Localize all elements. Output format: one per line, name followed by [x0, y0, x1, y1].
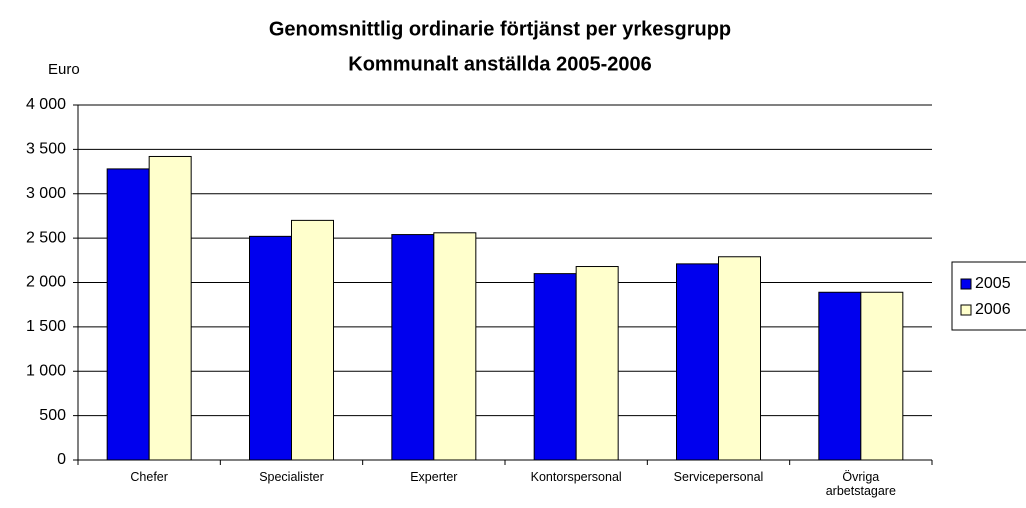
- bar: [433, 232, 477, 461]
- legend-label: 2006: [975, 301, 1011, 318]
- x-tick-label: Specialister: [259, 470, 324, 484]
- x-tick-label: Experter: [410, 470, 458, 484]
- chart-title: Genomsnittlig ordinarie förtjänst per yr…: [269, 18, 731, 40]
- y-tick-label: 1 000: [26, 362, 66, 379]
- x-tick-label: Övriga arbetstagare: [825, 470, 896, 498]
- y-tick-label: 2 000: [26, 274, 66, 291]
- bar: [249, 235, 292, 461]
- y-tick-label: 2 500: [26, 229, 66, 246]
- legend-swatch: [960, 278, 972, 290]
- x-tick-label: Kontorspersonal: [530, 470, 622, 484]
- bar: [818, 291, 862, 461]
- y-tick-label: 3 500: [26, 141, 66, 158]
- x-tick-label: Servicepersonal: [673, 470, 764, 484]
- chart-subtitle: Kommunalt anställda 2005-2006: [348, 53, 651, 75]
- y-tick-label: 500: [39, 407, 66, 424]
- y-tick-label: 0: [57, 451, 66, 468]
- y-tick-label: 1 500: [26, 318, 66, 335]
- y-tick-label: 3 000: [26, 185, 66, 202]
- bar: [106, 168, 150, 461]
- bar: [575, 266, 619, 461]
- y-tick-label: 4 000: [26, 96, 66, 113]
- bar: [718, 256, 761, 461]
- y-axis-label: Euro: [48, 61, 80, 78]
- legend-label: 2005: [975, 275, 1011, 292]
- bar: [391, 234, 435, 461]
- bar: [533, 273, 577, 461]
- bar: [676, 263, 719, 461]
- legend-swatch: [960, 304, 972, 316]
- bar: [291, 219, 334, 461]
- bar: [148, 155, 192, 461]
- legend-box: [951, 261, 1026, 331]
- x-tick-label: Chefer: [130, 470, 168, 484]
- bar: [860, 291, 904, 461]
